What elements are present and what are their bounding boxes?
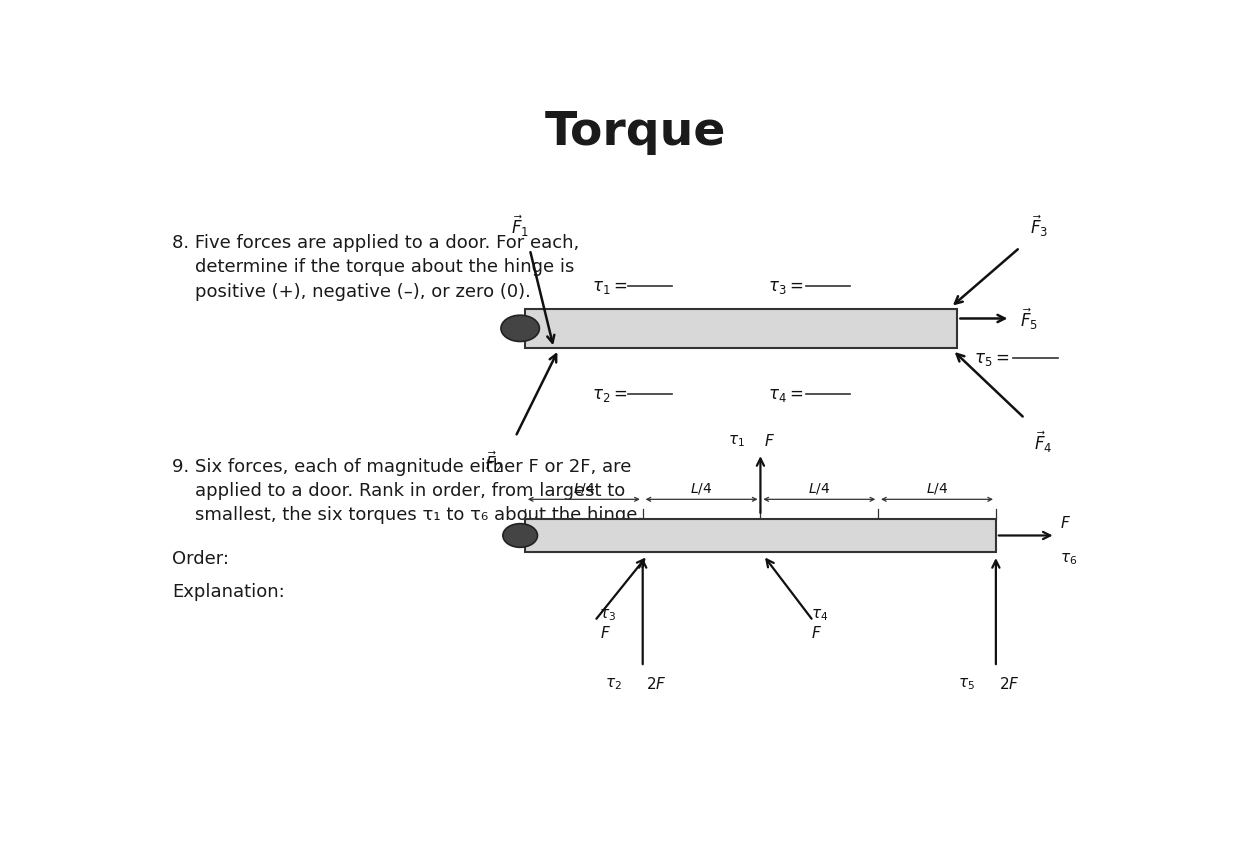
Text: $\tau_6$: $\tau_6$: [1060, 550, 1078, 566]
Text: $\tau_5$: $\tau_5$: [957, 675, 975, 691]
Text: $\vec{F}_5$: $\vec{F}_5$: [1019, 306, 1038, 332]
Text: $\tau_1$: $\tau_1$: [728, 432, 745, 449]
Text: $\tau_1=$: $\tau_1=$: [593, 277, 627, 295]
Bar: [525, 519, 996, 552]
Text: $\tau_3=$: $\tau_3=$: [768, 277, 804, 295]
Text: $F$: $F$: [764, 432, 775, 449]
Text: smallest, the six torques τ₁ to τ₆ about the hinge.: smallest, the six torques τ₁ to τ₆ about…: [172, 506, 644, 524]
Text: $\tau_4=$: $\tau_4=$: [768, 386, 804, 403]
Text: $L/4$: $L/4$: [691, 480, 713, 496]
Text: positive (+), negative (–), or zero (0).: positive (+), negative (–), or zero (0).: [172, 282, 531, 300]
Text: Order:: Order:: [172, 549, 229, 567]
Text: $\tau_2=$: $\tau_2=$: [593, 386, 627, 403]
Text: $\tau_3$: $\tau_3$: [599, 606, 616, 623]
Text: $\tau_5=$: $\tau_5=$: [973, 350, 1009, 368]
Circle shape: [503, 524, 537, 548]
Text: $\tau_4$: $\tau_4$: [811, 606, 828, 623]
Text: $\vec{F}_2$: $\vec{F}_2$: [485, 450, 503, 474]
Text: Explanation:: Explanation:: [172, 582, 285, 600]
Text: applied to a door. Rank in order, from largest to: applied to a door. Rank in order, from l…: [172, 481, 625, 499]
Bar: [525, 310, 957, 349]
Text: Torque: Torque: [544, 109, 727, 154]
Text: $L/4$: $L/4$: [926, 480, 949, 496]
Text: $\tau_2$: $\tau_2$: [605, 675, 621, 691]
Text: 8. Five forces are applied to a door. For each,: 8. Five forces are applied to a door. Fo…: [172, 234, 579, 252]
Text: $F$: $F$: [600, 624, 611, 641]
Text: $L/4$: $L/4$: [808, 480, 831, 496]
Text: 9. Six forces, each of magnitude either F or 2F, are: 9. Six forces, each of magnitude either …: [172, 457, 631, 475]
Text: $\vec{F}_1$: $\vec{F}_1$: [511, 213, 529, 238]
Text: $\vec{F}_4$: $\vec{F}_4$: [1034, 429, 1053, 455]
Text: $2F$: $2F$: [998, 675, 1019, 691]
Circle shape: [501, 316, 539, 342]
Text: $L/4$: $L/4$: [573, 480, 595, 496]
Text: $F$: $F$: [1060, 514, 1071, 531]
Text: $2F$: $2F$: [646, 675, 666, 691]
Text: $F$: $F$: [811, 624, 822, 641]
Text: determine if the torque about the hinge is: determine if the torque about the hinge …: [172, 258, 574, 276]
Text: $\vec{F}_3$: $\vec{F}_3$: [1029, 213, 1048, 238]
